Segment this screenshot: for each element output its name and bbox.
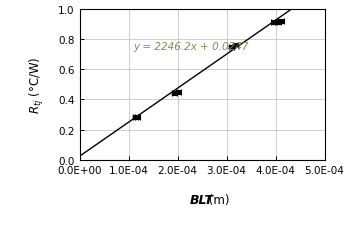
Text: y = 2246.2x + 0.0247: y = 2246.2x + 0.0247 (133, 42, 249, 52)
Text: BLT: BLT (190, 194, 214, 206)
Text: $\mathit{R}_{tj}$ (°C/W): $\mathit{R}_{tj}$ (°C/W) (28, 56, 46, 114)
Text: (m): (m) (175, 194, 229, 206)
